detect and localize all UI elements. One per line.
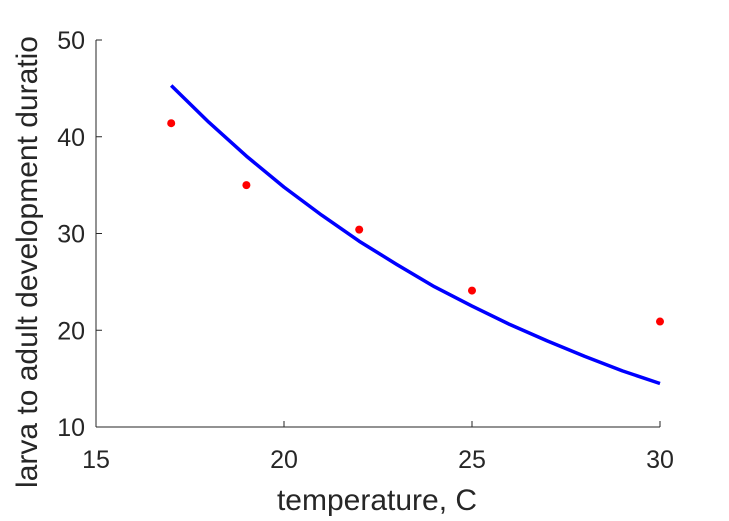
y-tick-label: 30 [57, 221, 85, 249]
x-axis-ticks: 15 20 25 30 [82, 421, 674, 474]
x-axis-label: temperature, C [277, 484, 477, 517]
y-tick-label: 50 [57, 27, 85, 55]
data-point [242, 181, 251, 190]
plot-area [167, 84, 664, 386]
data-point [355, 225, 364, 234]
y-axis-label: larva to adult development duratio [11, 36, 44, 488]
data-point [167, 119, 176, 128]
data-point [468, 286, 476, 295]
y-axis-ticks: 10 20 30 40 50 [57, 27, 102, 442]
axes [95, 40, 660, 428]
y-tick-label: 40 [57, 124, 85, 152]
x-tick-label: 15 [82, 446, 110, 474]
x-tick-label: 20 [270, 446, 298, 474]
x-tick-label: 30 [646, 446, 674, 474]
y-tick-label: 10 [57, 414, 85, 442]
x-tick-label: 25 [458, 446, 486, 474]
fit-curve-line [169, 84, 661, 386]
data-point [656, 317, 664, 326]
y-tick-label: 20 [57, 317, 85, 345]
